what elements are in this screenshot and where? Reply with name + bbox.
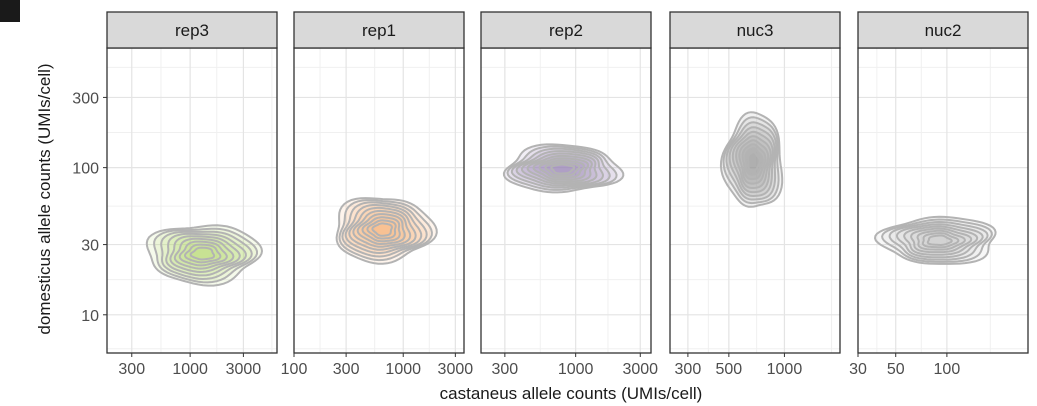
facet-nuc2: nuc2 30 50 100 — [849, 11, 1029, 378]
panel-background — [670, 48, 840, 353]
facet-strip — [669, 11, 841, 49]
facet-panels: rep3 300 1000 3000 rep1 100 300 1000 3000 rep2 300… — [106, 11, 1029, 378]
facet-rep1: rep1 100 300 1000 3000 — [281, 11, 474, 378]
density-contours — [335, 197, 438, 265]
facet-rep2: rep2 300 1000 3000 — [480, 11, 658, 378]
facet-strip — [480, 11, 652, 49]
x-tick-label: 3000 — [438, 361, 474, 378]
facet-strip-label: rep3 — [175, 21, 209, 40]
x-tick-label: 3000 — [226, 361, 262, 378]
panel-background — [858, 48, 1028, 353]
facet-strip — [106, 11, 278, 49]
x-axis-title: castaneus allele counts (UMIs/cell) — [440, 384, 703, 403]
y-tick-label: 10 — [81, 308, 99, 325]
panel-letter-mark — [0, 0, 20, 22]
density-contours — [502, 143, 625, 194]
y-tick-label: 30 — [81, 238, 99, 255]
x-tick-label: 300 — [675, 361, 702, 378]
x-tick-label: 300 — [118, 361, 145, 378]
x-tick-label: 100 — [934, 361, 961, 378]
density-contour-level — [361, 216, 401, 243]
density-contour-level — [550, 163, 576, 175]
x-tick-label: 500 — [715, 361, 742, 378]
facet-strip — [293, 11, 465, 49]
facet-strip-label: rep2 — [549, 21, 583, 40]
facet-strip-label: nuc2 — [925, 21, 962, 40]
y-tick-label: 300 — [72, 90, 99, 107]
facet-strip-label: rep1 — [362, 21, 396, 40]
density-contours — [145, 224, 264, 287]
panel-background — [481, 48, 651, 353]
x-tick-label: 100 — [281, 361, 308, 378]
facet-strip — [857, 11, 1029, 49]
density-contour-level — [926, 234, 953, 246]
x-tick-label: 30 — [849, 361, 867, 378]
facet-nuc3: nuc3 300 500 1000 — [669, 11, 841, 378]
density-contour-level — [747, 151, 761, 172]
density-contours — [719, 111, 784, 208]
x-tick-label: 1000 — [767, 361, 803, 378]
density-contour-level — [371, 222, 393, 237]
x-tick-label: 1000 — [558, 361, 594, 378]
x-tick-label: 1000 — [385, 361, 421, 378]
y-tick-label: 100 — [72, 161, 99, 178]
facet-rep3: rep3 300 1000 3000 — [106, 11, 278, 378]
facet-strip-label: nuc3 — [737, 21, 774, 40]
density-contours — [873, 215, 997, 265]
x-tick-label: 1000 — [172, 361, 208, 378]
panel-background — [107, 48, 277, 353]
x-tick-label: 50 — [887, 361, 905, 378]
y-axis-title: domesticus allele counts (UMIs/cell) — [35, 63, 54, 334]
x-tick-label: 300 — [491, 361, 518, 378]
y-axis: 10 30 100 300 — [72, 90, 107, 325]
density-contour-level — [189, 246, 216, 261]
x-tick-label: 3000 — [622, 361, 658, 378]
x-tick-label: 300 — [333, 361, 360, 378]
